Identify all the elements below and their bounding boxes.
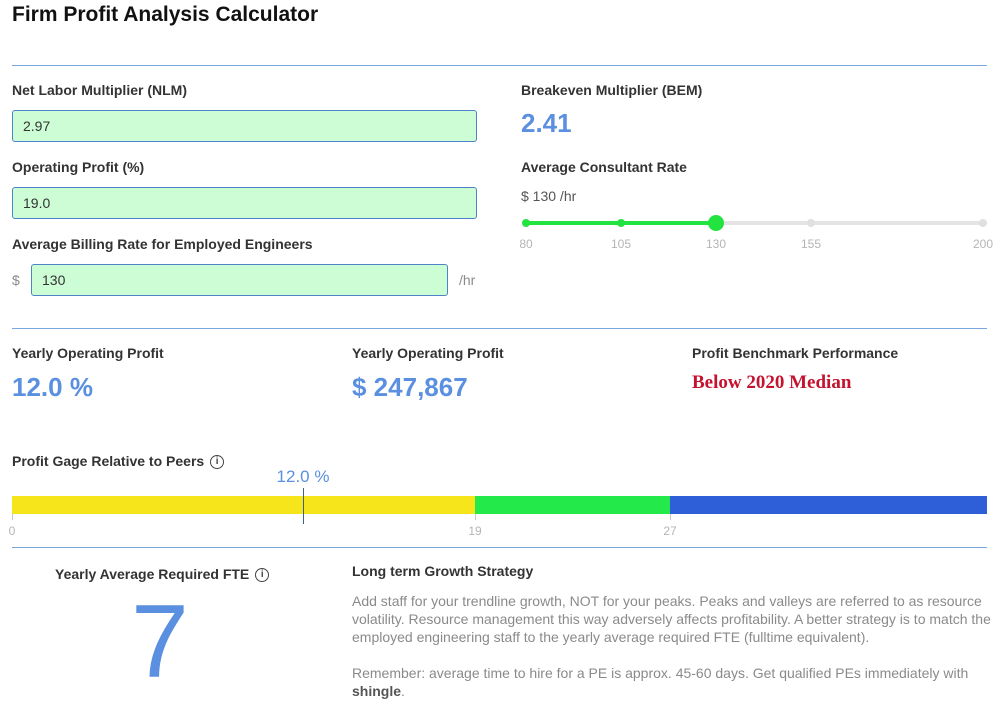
consultant-rate-display: $ 130 /hr <box>521 188 577 204</box>
yearly-profit-pct-label: Yearly Operating Profit <box>12 345 164 361</box>
nlm-input[interactable]: 2.97 <box>12 110 477 142</box>
bem-value: 2.41 <box>521 108 572 138</box>
profit-gage-label: Profit Gage Relative to Peers <box>12 453 205 469</box>
yearly-profit-usd-value: $ 247,867 <box>352 372 468 402</box>
billing-rate-input[interactable]: 130 <box>31 264 448 296</box>
divider-top <box>12 65 987 66</box>
info-icon[interactable]: i <box>255 568 270 583</box>
strategy-title: Long term Growth Strategy <box>352 563 534 579</box>
shingle-brand: shingle <box>352 683 402 699</box>
yearly-profit-usd-label: Yearly Operating Profit <box>352 345 504 361</box>
operating-profit-label: Operating Profit (%) <box>12 159 145 175</box>
slider-step-dot[interactable] <box>979 219 987 227</box>
operating-profit-input[interactable]: 19.0 <box>12 187 477 219</box>
strategy-paragraph-2-text: Remember: average time to hire for a PE … <box>352 665 969 681</box>
gauge-marker-line <box>303 488 304 524</box>
gauge-tick-label-0: 0 <box>8 524 16 538</box>
divider-middle <box>12 328 987 329</box>
gauge-segment-top <box>670 496 987 514</box>
consultant-rate-label: Average Consultant Rate <box>521 159 687 175</box>
gauge-tick-19 <box>475 514 476 520</box>
slider-step-dot[interactable] <box>807 219 815 227</box>
divider-bottom <box>12 547 987 548</box>
gauge-segment-median <box>475 496 670 514</box>
gauge-tick-label-19: 19 <box>468 524 482 538</box>
strategy-paragraph-2: Remember: average time to hire for a PE … <box>352 664 992 700</box>
gauge-tick-0 <box>12 514 13 520</box>
yearly-profit-pct-value: 12.0 % <box>12 372 93 402</box>
benchmark-label: Profit Benchmark Performance <box>692 345 899 361</box>
slider-step-dot[interactable] <box>617 219 625 227</box>
page-title: Firm Profit Analysis Calculator <box>12 3 319 26</box>
benchmark-value: Below 2020 Median <box>692 372 852 393</box>
consultant-rate-slider-track[interactable] <box>526 221 983 225</box>
consultant-rate-slider-thumb[interactable] <box>708 215 724 231</box>
billing-rate-prefix: $ <box>12 272 20 288</box>
slider-tick-label: 80 <box>519 237 533 251</box>
slider-tick-label: 130 <box>705 237 727 251</box>
billing-rate-label: Average Billing Rate for Employed Engine… <box>12 236 313 252</box>
billing-rate-suffix: /hr <box>459 272 476 288</box>
gauge-tick-27 <box>670 514 671 520</box>
fte-header: Yearly Average Required FTE i <box>55 566 270 583</box>
strategy-paragraph-2-end: . <box>401 683 405 699</box>
fte-label: Yearly Average Required FTE <box>55 566 250 582</box>
info-icon[interactable]: i <box>210 455 225 470</box>
bem-label: Breakeven Multiplier (BEM) <box>521 82 703 98</box>
fte-value: 7 <box>131 584 189 700</box>
gauge-segment-below-median <box>12 496 475 514</box>
gauge-marker-label: 12.0 % <box>276 467 330 486</box>
nlm-label: Net Labor Multiplier (NLM) <box>12 82 187 98</box>
slider-tick-label: 105 <box>610 237 632 251</box>
slider-step-dot[interactable] <box>522 219 530 227</box>
gauge-tick-label-27: 27 <box>663 524 677 538</box>
profit-gage-header: Profit Gage Relative to Peers i <box>12 453 225 470</box>
slider-tick-label: 155 <box>800 237 822 251</box>
strategy-paragraph-1: Add staff for your trendline growth, NOT… <box>352 593 991 645</box>
slider-tick-label: 200 <box>972 237 994 251</box>
